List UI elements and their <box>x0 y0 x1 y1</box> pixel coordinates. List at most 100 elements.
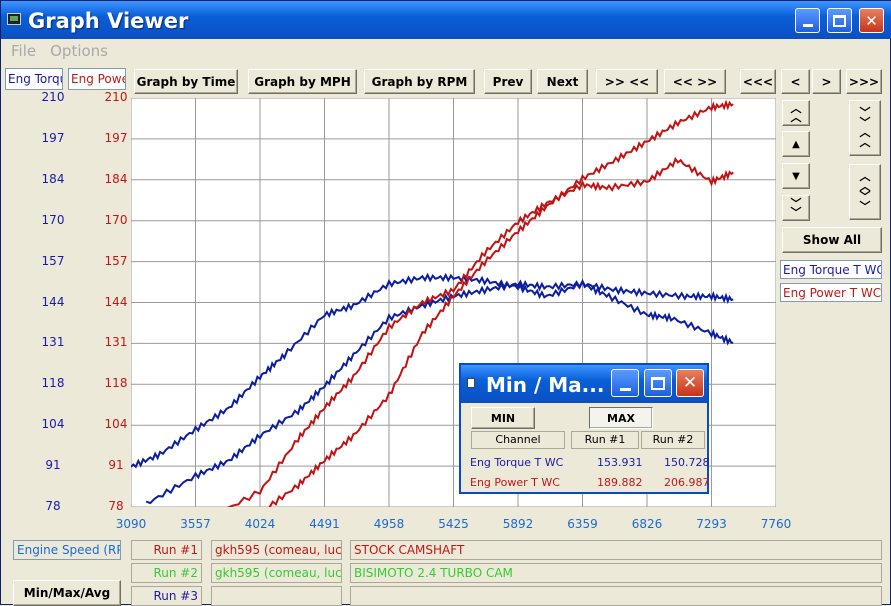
minimize-icon <box>802 24 813 27</box>
expand-vertical-icon: ﹀ ﹀ ︿ ︿ <box>859 106 871 149</box>
window-title: Graph Viewer <box>28 9 189 33</box>
run2-desc: BISIMOTO 2.4 TURBO CAM <box>354 566 513 580</box>
run2-desc-field[interactable]: BISIMOTO 2.4 TURBO CAM <box>350 563 882 583</box>
channel-tab-power[interactable]: Eng Powe <box>68 68 126 90</box>
run1-label-text: Run #1 <box>153 543 198 557</box>
y-zoom-in-button[interactable]: ︿ ︿ <box>782 100 810 126</box>
run3-label[interactable]: Run #3 <box>131 586 202 606</box>
x-channel-field[interactable]: Engine Speed (RPI <box>13 540 121 560</box>
min-max-maximize-button[interactable] <box>644 369 672 397</box>
x-tick-label: 7760 <box>760 517 792 531</box>
y-compress-button[interactable]: ︿ ︿ ﹀ ﹀ <box>849 164 881 220</box>
y-tick-right: 210 <box>104 90 128 104</box>
run2-name-field[interactable]: gkh595 (comeau, luc) <box>211 563 342 583</box>
run1-label[interactable]: Run #1 <box>131 540 202 560</box>
row-torque-channel: Eng Torque T WC <box>470 456 564 469</box>
y-tick-left: 197 <box>41 130 65 145</box>
run2-label-text: Run #2 <box>153 566 198 580</box>
y-scroll-up-button[interactable]: ▲ <box>782 131 810 157</box>
run3-desc-field[interactable] <box>350 586 882 606</box>
prev-button[interactable]: Prev <box>484 69 532 94</box>
x-channel-label: Engine Speed (RPI <box>17 543 121 557</box>
menu-file[interactable]: File <box>11 42 37 60</box>
scroll-right-button[interactable]: > <box>812 69 841 94</box>
y-tick-left: 91 <box>45 458 61 473</box>
maximize-icon <box>833 14 846 27</box>
y-scroll-down-button[interactable]: ▼ <box>782 163 810 189</box>
legend-power-label: Eng Power T WC <box>783 286 882 300</box>
maximize-icon <box>651 376 665 390</box>
col-run2-header: Run #2 <box>641 431 705 449</box>
row-power-run1: 189.882 <box>597 476 643 489</box>
x-tick-label: 3557 <box>180 517 211 531</box>
app-icon <box>7 13 21 25</box>
y-tick-right: 184 <box>104 171 128 186</box>
y-tick-right: 91 <box>108 458 124 473</box>
x-tick-label: 6359 <box>567 517 598 531</box>
min-max-title-bar[interactable]: Min / Ma... ✕ <box>461 365 707 403</box>
x-tick-label: 5892 <box>502 517 534 531</box>
min-button[interactable]: MIN <box>471 407 535 429</box>
next-button[interactable]: Next <box>537 69 588 94</box>
double-chevron-up-icon: ︿ ︿ <box>790 102 802 124</box>
y-tick-right: 78 <box>108 499 124 513</box>
x-tick-label: 4958 <box>373 517 405 531</box>
run1-desc-field[interactable]: STOCK CAMSHAFT <box>350 540 882 560</box>
scroll-left-button[interactable]: < <box>781 69 810 94</box>
y-tick-left: 184 <box>41 171 65 186</box>
scroll-far-left-button[interactable]: <<< <box>740 69 776 94</box>
run1-name-field[interactable]: gkh595 (comeau, luc) <box>211 540 342 560</box>
y-tick-left: 78 <box>45 499 61 513</box>
col-run1-header: Run #1 <box>571 431 639 449</box>
zoom-out-button[interactable]: << >> <box>664 69 726 94</box>
run2-label[interactable]: Run #2 <box>131 563 202 583</box>
min-max-close-button[interactable]: ✕ <box>676 369 704 397</box>
maximize-button[interactable] <box>827 8 852 33</box>
y-tick-right: 197 <box>104 130 128 145</box>
menu-bar: File Options <box>1 39 891 63</box>
min-max-avg-button[interactable]: Min/Max/Avg <box>13 580 121 606</box>
y-tick-left: 170 <box>41 212 65 227</box>
min-max-minimize-button[interactable] <box>611 369 639 397</box>
row-power-run2: 206.987 <box>664 476 710 489</box>
legend-torque-label: Eng Torque T WC <box>783 263 882 277</box>
y-tick-left: 118 <box>41 376 65 391</box>
x-tick-label: 7293 <box>696 517 727 531</box>
y-zoom-out-button[interactable]: ﹀ ﹀ <box>782 195 810 221</box>
close-button[interactable]: ✕ <box>859 8 884 33</box>
scroll-far-right-button[interactable]: >>> <box>846 69 882 94</box>
graph-by-rpm-button[interactable]: Graph by RPM <box>364 69 475 94</box>
graph-by-mph-button[interactable]: Graph by MPH <box>248 69 357 94</box>
x-tick-label: 4491 <box>309 517 340 531</box>
legend-torque[interactable]: Eng Torque T WC <box>780 260 882 279</box>
y-tick-left: 144 <box>41 294 65 309</box>
close-icon: ✕ <box>682 373 698 393</box>
channel-tab-torque[interactable]: Eng Torqu <box>5 68 63 90</box>
row-torque-run2: 150.728 <box>664 456 710 469</box>
run3-label-text: Run #3 <box>153 589 198 603</box>
minimize-icon <box>619 387 631 391</box>
run3-name-field[interactable] <box>211 586 342 606</box>
x-tick-label: 5425 <box>438 517 469 531</box>
channel-tab-torque-label: Eng Torqu <box>8 72 63 86</box>
x-tick-label: 3090 <box>115 517 147 531</box>
x-tick-label: 6826 <box>631 517 663 531</box>
y-tick-right: 131 <box>104 335 128 350</box>
compress-vertical-icon: ︿ ︿ ﹀ ﹀ <box>859 170 871 213</box>
menu-options[interactable]: Options <box>50 42 108 60</box>
y-tick-left: 157 <box>41 253 65 268</box>
chevron-down-icon: ▼ <box>792 170 800 182</box>
min-max-title: Min / Ma... <box>486 373 605 397</box>
graph-by-time-button[interactable]: Graph by Time <box>134 69 238 94</box>
double-chevron-down-icon: ﹀ ﹀ <box>790 197 802 219</box>
y-expand-button[interactable]: ﹀ ﹀ ︿ ︿ <box>849 100 881 156</box>
max-button[interactable]: MAX <box>589 407 653 429</box>
title-bar[interactable]: Graph Viewer ✕ <box>1 1 891 39</box>
show-all-button[interactable]: Show All <box>782 227 882 253</box>
legend-power[interactable]: Eng Power T WC <box>780 283 882 302</box>
col-channel-header: Channel <box>471 431 565 449</box>
y-tick-left: 210 <box>41 90 65 104</box>
minimize-button[interactable] <box>795 8 820 33</box>
zoom-in-button[interactable]: >> << <box>596 69 658 94</box>
